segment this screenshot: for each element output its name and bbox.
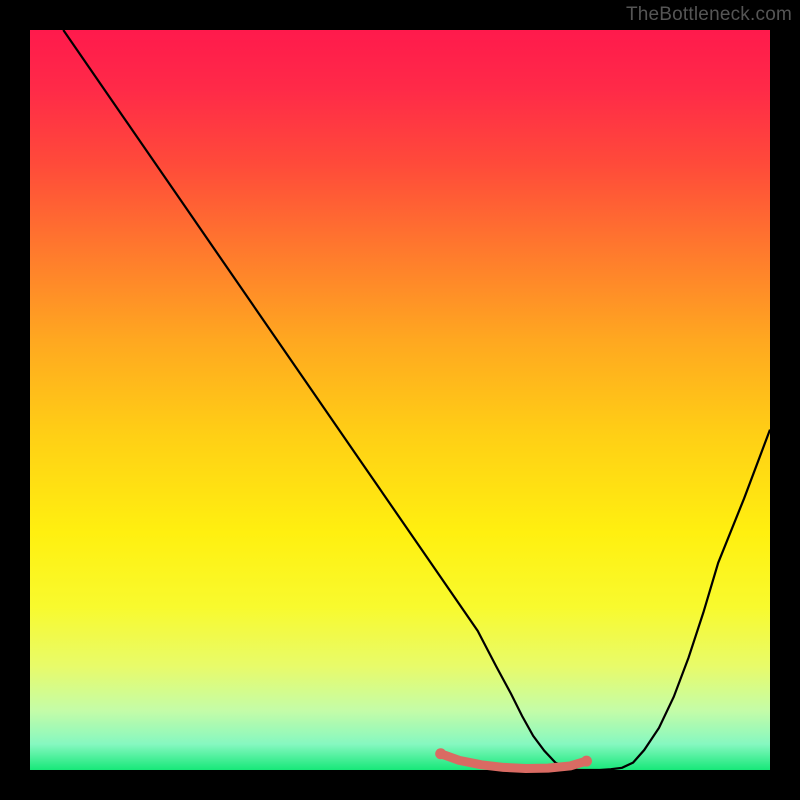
optimal-range-start-dot xyxy=(435,748,446,759)
chart-canvas: TheBottleneck.com xyxy=(0,0,800,800)
watermark-label: TheBottleneck.com xyxy=(626,4,792,26)
optimal-range-end-dot xyxy=(581,756,592,767)
bottleneck-chart xyxy=(0,0,800,800)
